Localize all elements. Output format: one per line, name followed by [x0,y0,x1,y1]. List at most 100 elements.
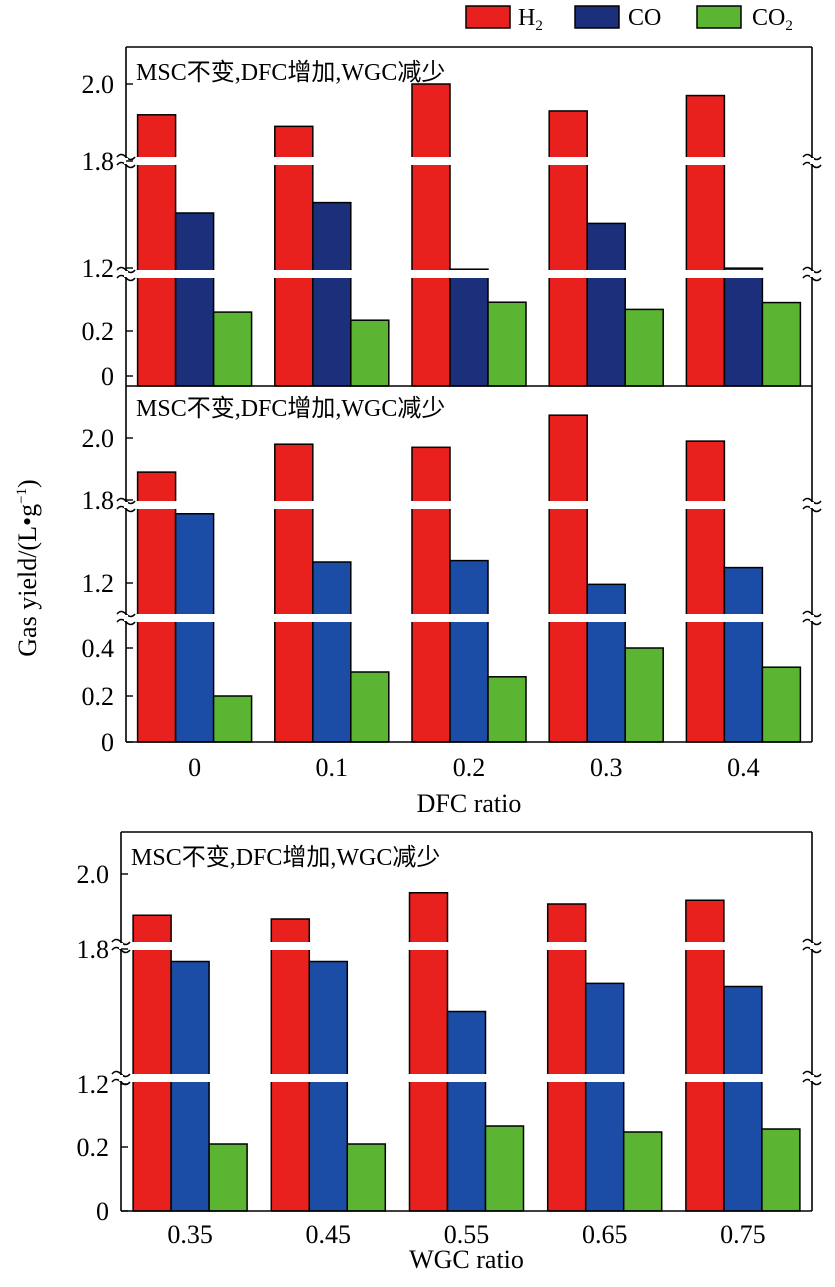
y-tick-label: 1.8 [77,935,110,964]
y-tick-label: 1.2 [82,569,115,598]
y-tick-label: 2.0 [77,860,110,889]
bar-co2-0_75 [761,1128,801,1212]
y-tick-label: 1.8 [82,147,115,176]
bar-co2-0 [212,311,253,387]
bar-co2-0_3 [624,308,664,387]
bar-co-0_1 [312,201,352,387]
bar-co-0_4 [723,267,764,387]
bar-co-0_65 [584,982,625,1212]
bar-co2-0_4 [761,666,802,743]
x-tick-label: 0.45 [306,1220,352,1249]
bar-co-0_2 [449,559,489,743]
axis-break-gap [114,270,824,278]
y-tick-label: 0.2 [77,1133,110,1162]
bar-co-0_1 [312,561,352,743]
legend-label-h2: H2 [518,5,543,34]
legend-swatch-h2 [465,5,511,29]
frame-break [810,943,814,949]
bar-co2-0_4 [761,301,802,387]
bar-co-0_35 [170,960,210,1212]
x-tick-label: 0 [188,753,201,782]
bar-h2-0_3 [548,110,588,387]
x-axis-label: WGC ratio [409,1245,524,1274]
x-tick-label: 0.3 [590,753,623,782]
bar-co-0_3 [586,222,626,387]
bar-h2-0_55 [408,892,449,1212]
panel-top: 0 0.2 1.2 1.8 2.0 MSC不变,DFC增加,WGC减少 [82,46,824,391]
x-tick-label: 0.1 [316,753,349,782]
bar-h2-0_2 [411,83,451,387]
frame-break [124,271,128,277]
bar-co2-0_3 [624,647,664,743]
frame-break [810,158,814,164]
bar-h2-0_1 [274,443,314,743]
frame-break [119,943,123,949]
y-tick-label: 0 [96,1197,109,1226]
bar-h2-0_3 [548,414,588,743]
bar-co-0_4 [723,566,764,743]
frame-break [810,502,814,508]
bar-co2-0_1 [350,671,390,743]
x-tick-label: 0.4 [727,753,760,782]
frame-break [810,615,814,621]
bar-h2-0_1 [274,125,314,387]
bar-co-0_2 [449,268,489,387]
legend: H2 CO CO2 [465,5,793,34]
y-tick-label: 0.2 [82,317,115,346]
bar-co2-0_35 [208,1143,248,1212]
bar-co2-0_55 [484,1125,525,1212]
y-tick-label: 1.2 [77,1070,110,1099]
y-tick-label: 2.0 [82,424,115,453]
axis-break-gap [114,501,824,509]
bar-co-0_45 [308,960,349,1212]
x-tick-label: 0.75 [720,1220,766,1249]
bar-co-0_75 [723,985,763,1212]
y-tick-label: 1.8 [82,486,115,515]
bar-co-0_3 [586,583,626,743]
axis-break-gap [109,942,824,950]
bar-co2-0_65 [622,1131,663,1212]
panel-annotation: MSC不变,DFC增加,WGC减少 [136,59,445,86]
y-tick-label: 0 [101,362,114,391]
panel-annotation: MSC不变,DFC增加,WGC减少 [136,395,445,422]
legend-label-co: CO [628,5,661,31]
y-tick-label: 0.2 [82,682,115,711]
panel-bottom: 0.35 0.45 0.55 0.65 0.75 0 0.2 1.2 1.8 2.0 MSC不变,D… [77,831,824,1274]
frame-break [810,1075,814,1081]
y-tick-label: 0.4 [82,634,115,663]
bar-h2-0_4 [685,94,726,387]
bar-co-0_55 [446,1010,487,1212]
bar-h2-0 [136,114,177,387]
y-tick-label: 1.2 [82,254,115,283]
legend-swatch-co [574,5,620,29]
bar-co2-0 [212,695,253,743]
x-tick-label: 0.65 [582,1220,628,1249]
x-tick-label: 0.55 [444,1220,490,1249]
y-tick-label: 0 [101,728,114,757]
bar-h2-0 [136,471,177,743]
panel-middle: 0 0.1 0.2 0.3 0.4 0 0.2 0.4 1.2 1.8 2.0 MSC不变,DFC增加… [82,386,824,818]
bar-h2-0_65 [546,903,587,1212]
y-axis-label: Gas yield/(L•g−1) [13,479,42,656]
x-axis-label: DFC ratio [417,789,522,818]
panel-annotation: MSC不变,DFC增加,WGC减少 [131,844,440,871]
legend-label-co2: CO2 [752,5,793,34]
axis-break-gap [114,614,824,622]
frame-break [810,271,814,277]
bar-h2-0_35 [132,914,172,1212]
bar-co2-0_1 [350,319,390,387]
frame-break [124,502,128,508]
frame-break [124,615,128,621]
y-tick-label: 2.0 [82,70,115,99]
bar-co2-0_2 [487,676,527,743]
frame-break [119,1075,123,1081]
bar-h2-0_2 [411,446,451,743]
bar-co-0 [174,212,215,387]
bar-co2-0_2 [487,301,527,387]
x-tick-label: 0.35 [167,1220,213,1249]
bar-h2-0_4 [685,440,726,743]
x-tick-label: 0.2 [453,753,486,782]
axis-break-gap [109,1074,824,1082]
bar-co2-0_45 [346,1143,387,1212]
